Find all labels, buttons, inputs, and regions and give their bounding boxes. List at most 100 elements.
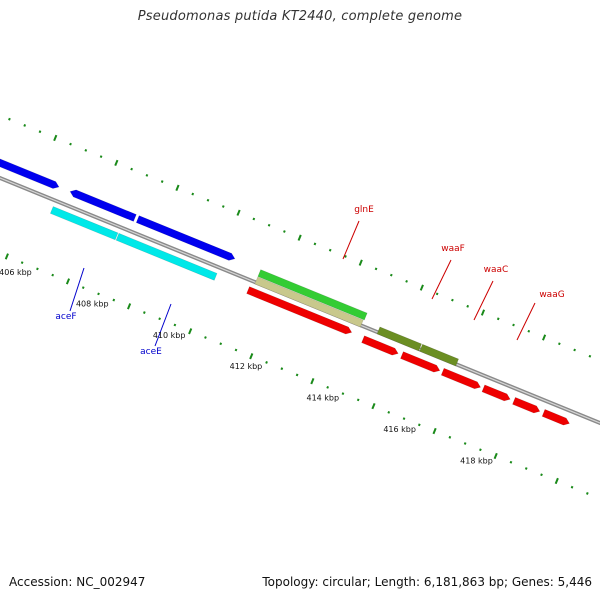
inner-tick-mark	[188, 328, 193, 335]
feature-aceF[interactable]	[49, 206, 119, 241]
inner-tick-mark	[540, 473, 543, 477]
feature[interactable]	[0, 154, 60, 189]
inner-tick-mark	[463, 442, 467, 445]
outer-tick-mark	[38, 130, 42, 134]
outer-tick-mark	[283, 230, 286, 233]
outer-tick-mark	[252, 217, 256, 221]
gene-label-glnE[interactable]: glnE	[354, 205, 374, 215]
inner-tick-mark	[204, 336, 207, 339]
outer-tick-mark	[160, 180, 164, 183]
outer-tick-mark	[130, 167, 133, 171]
feature[interactable]	[541, 409, 570, 426]
outer-tick-mark	[389, 273, 393, 277]
feature-glnE[interactable]	[246, 286, 353, 335]
feature-waaG[interactable]	[440, 367, 482, 390]
inner-tick-mark	[219, 342, 223, 346]
inner-tick-ring	[4, 253, 589, 495]
outer-tick-ring	[8, 117, 592, 358]
inner-tick-mark	[127, 303, 132, 310]
genome-stats-text: Topology: circular; Length: 6,181,863 bp…	[262, 575, 592, 589]
leader-glnE	[342, 220, 360, 260]
gene-label-waaF[interactable]: waaF	[441, 244, 465, 254]
outer-tick-mark	[405, 279, 408, 283]
label-leaders	[69, 220, 536, 347]
map-title: Pseudomonas putida KT2440, complete geno…	[137, 9, 463, 24]
tick-label: 418 kbp	[460, 456, 493, 465]
outer-tick-mark	[313, 242, 317, 246]
inner-tick-mark	[65, 278, 71, 285]
tick-label: 412 kbp	[230, 362, 263, 371]
outer-tick-mark	[588, 354, 592, 358]
outer-tick-mark	[419, 284, 424, 291]
outer-tick-mark	[114, 159, 119, 167]
feature-glnE[interactable]	[257, 269, 368, 321]
feature-waaC[interactable]	[419, 343, 459, 367]
feature-waaF[interactable]	[361, 335, 399, 356]
outer-tick-mark	[99, 155, 103, 159]
gene-label-aceF[interactable]: aceF	[55, 312, 76, 322]
inner-tick-mark	[143, 311, 146, 314]
inner-tick-mark	[36, 267, 39, 271]
gene-label-aceE[interactable]: aceE	[140, 347, 162, 357]
tick-label: 406 kbp	[0, 268, 32, 277]
outer-tick-mark	[558, 342, 561, 346]
outer-tick-mark	[267, 223, 271, 227]
outer-tick-mark	[328, 248, 332, 252]
outer-tick-mark	[69, 142, 72, 146]
feature-waaC[interactable]	[400, 351, 441, 373]
inner-tick-mark	[479, 448, 482, 452]
inner-tick-mark	[173, 323, 177, 327]
inner-tick-mark	[158, 317, 161, 321]
outer-tick-mark	[480, 309, 486, 316]
inner-tick-mark	[97, 292, 100, 296]
outer-tick-mark	[84, 148, 88, 152]
feature-aceE[interactable]	[115, 232, 218, 281]
inner-tick-mark	[295, 373, 299, 377]
tick-label: 408 kbp	[76, 299, 109, 308]
inner-tick-mark	[249, 353, 254, 360]
gene-label-waaG[interactable]: waaG	[539, 290, 564, 300]
leader-waaF	[431, 259, 452, 300]
leader-waaC	[473, 280, 494, 321]
inner-tick-mark	[51, 273, 55, 277]
inner-tick-mark	[570, 485, 574, 489]
inner-tick-mark	[585, 492, 589, 495]
tick-label: 410 kbp	[153, 331, 186, 340]
outer-tick-mark	[344, 255, 347, 258]
feature-track[interactable]	[0, 154, 570, 426]
leader-aceF	[69, 267, 85, 312]
inner-tick-mark	[234, 348, 238, 352]
accession-text: Accession: NC_002947	[9, 575, 146, 589]
inner-tick-mark	[554, 477, 559, 485]
label-layer: 406 kbp 408 kbp 410 kbp 412 kbp 414 kbp 416 k…	[0, 205, 565, 465]
inner-tick-mark	[310, 378, 315, 385]
leader-waaG	[516, 302, 536, 341]
inner-tick-mark	[20, 261, 24, 265]
feature-glnE[interactable]	[254, 276, 364, 328]
outer-tick-mark	[191, 192, 195, 196]
outer-tick-mark	[23, 124, 27, 127]
outer-tick-mark	[206, 198, 210, 202]
inner-tick-mark	[356, 398, 360, 402]
feature[interactable]	[512, 396, 541, 414]
inner-tick-mark	[4, 253, 9, 260]
inner-tick-mark	[417, 423, 421, 427]
outer-tick-mark	[374, 267, 378, 271]
inner-tick-mark	[265, 361, 268, 364]
leader-aceE	[154, 303, 172, 347]
inner-tick-mark	[387, 410, 391, 414]
outer-tick-mark	[297, 234, 302, 241]
tick-label: 414 kbp	[306, 394, 339, 403]
gene-label-waaC[interactable]: waaC	[484, 265, 509, 275]
inner-tick-mark	[432, 427, 437, 435]
outer-tick-mark	[435, 292, 439, 296]
feature[interactable]	[481, 384, 511, 402]
outer-tick-mark	[236, 209, 241, 216]
feature-aceE[interactable]	[135, 215, 236, 261]
feature-waaF[interactable]	[376, 326, 422, 352]
outer-tick-mark	[496, 317, 500, 321]
outer-tick-mark	[8, 117, 11, 121]
outer-tick-mark	[145, 173, 149, 177]
feature-aceF[interactable]	[69, 189, 137, 222]
